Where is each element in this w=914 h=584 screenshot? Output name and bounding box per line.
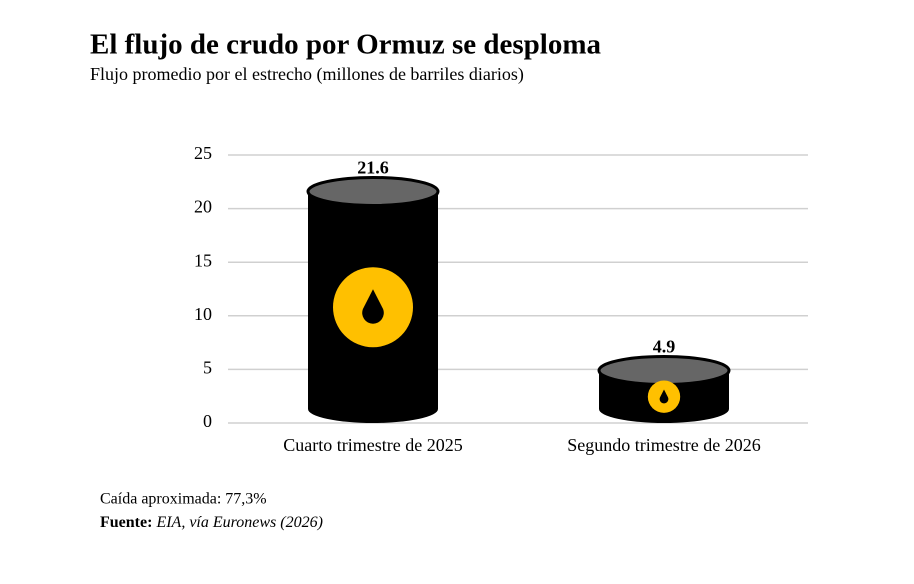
source: Fuente: EIA, vía Euronews (2026) — [100, 514, 323, 531]
data-label: 21.6 — [357, 158, 389, 178]
x-tick-label: Cuarto trimestre de 2025 — [283, 435, 462, 455]
source-text: EIA, vía Euronews (2026) — [155, 514, 322, 531]
chart-title: El flujo de crudo por Ormuz se desploma — [90, 29, 601, 61]
y-tick-label: 5 — [203, 358, 212, 378]
note: Caída aproximada: 77,3% — [100, 491, 267, 508]
y-tick-label: 25 — [194, 143, 212, 163]
barrel-top — [306, 175, 440, 207]
oil-drop — [362, 289, 384, 324]
data-label: 4.9 — [653, 337, 676, 357]
y-tick-label: 0 — [203, 411, 212, 431]
oil-drop — [659, 389, 669, 404]
x-tick-label: Segundo trimestre de 2026 — [567, 435, 760, 455]
y-tick-label: 15 — [194, 250, 212, 270]
y-tick-label: 10 — [194, 304, 212, 324]
y-tick-label: 20 — [194, 197, 212, 217]
barrel-top — [597, 354, 731, 386]
chart-subtitle: Flujo promedio por el estrecho (millones… — [90, 64, 524, 85]
source-label: Fuente: — [100, 514, 152, 531]
